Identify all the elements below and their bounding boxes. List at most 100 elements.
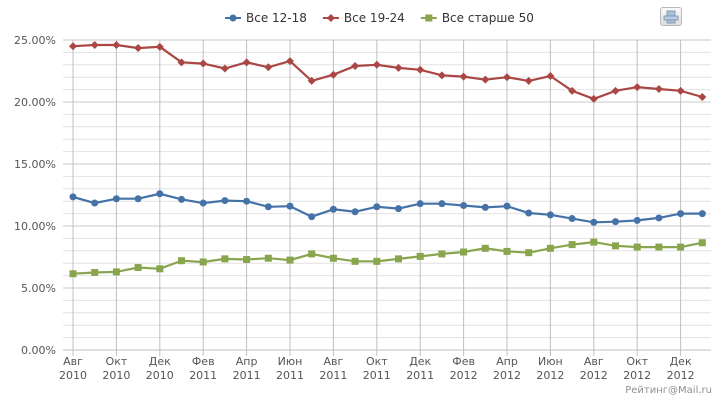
data-point <box>329 205 337 213</box>
data-point <box>633 243 641 251</box>
x-tick-label: Дек 2010 <box>146 355 174 382</box>
x-tick-label: Июн 2012 <box>536 355 564 382</box>
x-tick-label: Дек 2012 <box>667 355 695 382</box>
legend-item[interactable]: Все старше 50 <box>442 11 534 25</box>
data-point <box>395 205 402 213</box>
data-point <box>199 258 207 266</box>
data-point <box>351 257 359 265</box>
data-point <box>221 197 229 205</box>
data-point <box>264 203 272 211</box>
data-point <box>481 244 489 252</box>
data-point <box>286 57 294 66</box>
data-point <box>438 200 446 208</box>
data-point <box>307 76 316 85</box>
data-point <box>221 255 229 263</box>
data-point <box>481 75 490 84</box>
y-tick-label: 10.00% <box>14 220 56 233</box>
data-point <box>612 218 619 226</box>
data-point <box>524 76 533 85</box>
data-point <box>91 199 99 207</box>
legend-item[interactable]: Все 12-18 <box>246 11 307 25</box>
data-point <box>394 63 403 72</box>
data-point <box>134 264 142 272</box>
data-point <box>308 213 316 221</box>
data-point <box>611 86 620 95</box>
x-tick-label: Дек 2011 <box>406 355 434 382</box>
x-tick-label: Июн 2011 <box>276 355 304 382</box>
data-point <box>372 60 381 69</box>
data-point <box>503 202 511 210</box>
data-point <box>329 70 338 79</box>
data-point <box>525 209 533 217</box>
data-point <box>69 270 77 278</box>
data-point <box>90 40 99 49</box>
data-point <box>264 63 273 72</box>
data-point <box>546 71 555 80</box>
print-button[interactable] <box>660 7 682 26</box>
data-point <box>546 244 554 252</box>
data-point <box>308 250 316 258</box>
data-point <box>112 268 120 276</box>
legend-marker <box>326 14 335 22</box>
data-point <box>155 42 164 51</box>
series-line-1 <box>72 43 703 101</box>
x-tick-label: Авг 2011 <box>319 355 347 382</box>
data-point <box>460 202 468 210</box>
data-point <box>199 199 207 207</box>
data-point <box>590 238 598 246</box>
data-point <box>69 42 77 51</box>
data-point <box>633 216 641 224</box>
data-point <box>242 58 251 67</box>
data-point <box>373 257 381 265</box>
x-tick-label: Апр 2012 <box>493 355 521 382</box>
data-point <box>677 243 685 251</box>
printer-icon <box>663 10 679 24</box>
data-point <box>568 215 576 223</box>
data-point <box>178 195 185 203</box>
data-point <box>264 254 272 262</box>
data-point <box>156 265 164 273</box>
data-point <box>655 214 663 222</box>
data-point <box>91 269 99 276</box>
data-point <box>503 73 511 82</box>
data-point <box>590 218 598 226</box>
x-tick-label: Фев 2011 <box>189 355 217 382</box>
data-point <box>243 197 251 205</box>
legend-item[interactable]: Все 19-24 <box>344 11 405 25</box>
series-line-2 <box>72 240 703 275</box>
data-point <box>243 255 251 263</box>
x-tick-label: Окт 2010 <box>102 355 130 382</box>
data-point <box>416 200 424 208</box>
x-tick-label: Авг 2012 <box>580 355 608 382</box>
x-tick-label: Фев 2012 <box>450 355 478 382</box>
data-point <box>416 252 424 260</box>
data-point <box>633 83 642 92</box>
data-point <box>460 248 468 256</box>
credit-link[interactable]: Рейтинг@Mail.ru <box>625 385 712 396</box>
data-point <box>568 86 577 95</box>
data-point <box>698 93 707 102</box>
data-point <box>134 44 143 53</box>
legend-marker <box>425 14 433 22</box>
data-point <box>568 241 576 249</box>
data-point <box>676 86 685 95</box>
x-tick-label: Авг 2010 <box>59 355 87 382</box>
series-line-0 <box>72 192 703 224</box>
data-point <box>698 239 706 247</box>
legend-marker <box>229 14 237 22</box>
data-point <box>178 257 185 265</box>
data-point <box>546 211 554 219</box>
data-point <box>654 84 663 93</box>
data-point <box>220 64 229 73</box>
data-point <box>612 242 619 250</box>
x-tick-label: Окт 2012 <box>623 355 651 382</box>
data-point <box>698 210 706 218</box>
data-point <box>503 247 511 255</box>
data-point <box>199 59 208 68</box>
y-tick-label: 20.00% <box>14 96 56 109</box>
data-point <box>525 249 533 257</box>
data-point <box>329 254 337 262</box>
x-tick-label: Окт 2011 <box>363 355 391 382</box>
